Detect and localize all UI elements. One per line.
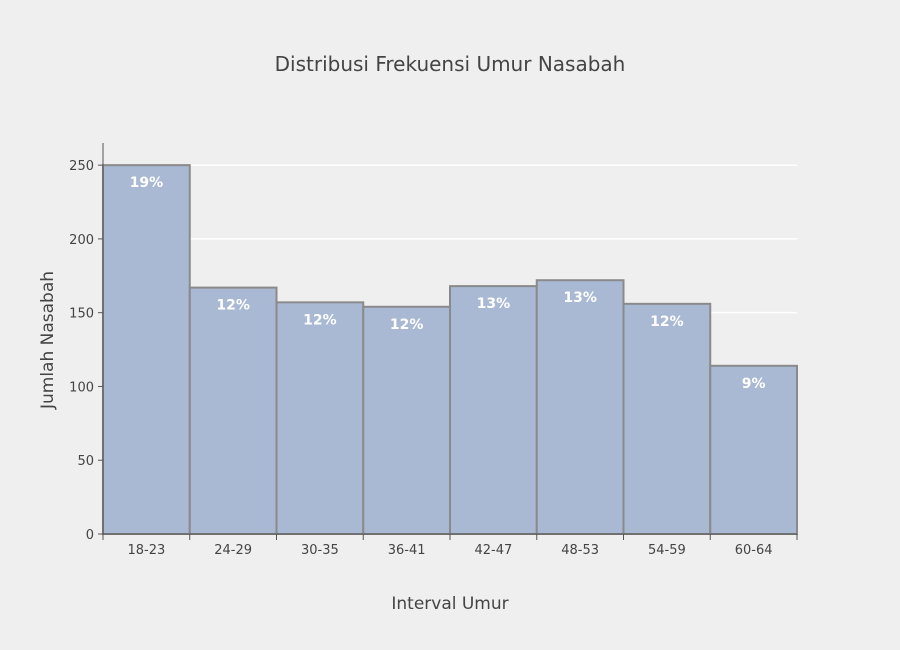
bar-data-label: 19% <box>130 175 164 191</box>
y-axis-title: Jumlah Nasabah <box>38 271 58 410</box>
y-tick-label: 50 <box>77 454 94 469</box>
bar-60-64 <box>709 364 798 536</box>
x-tick-label: 36-41 <box>388 543 426 558</box>
y-tick-label: 250 <box>69 159 94 174</box>
x-tick-label: 48-53 <box>561 543 599 558</box>
bar-data-label: 12% <box>216 298 250 314</box>
x-tick-label: 60-64 <box>735 543 773 558</box>
bar-18-23 <box>102 164 191 535</box>
bar-30-35 <box>275 301 365 536</box>
x-tick-label: 24-29 <box>214 543 252 558</box>
bar-24-29 <box>188 286 278 535</box>
y-tick-label: 100 <box>69 380 94 395</box>
bar-data-label: 9% <box>742 376 766 392</box>
chart-title: Distribusi Frekuensi Umur Nasabah <box>275 52 626 76</box>
bar-54-59 <box>622 302 712 535</box>
bar-data-label: 12% <box>650 314 684 330</box>
bars <box>102 164 798 536</box>
bar-36-41 <box>362 305 451 535</box>
bar-labels: 19% 12% 12% 12% 13% 13% 12% 9% <box>130 175 766 392</box>
bar-data-label: 13% <box>477 296 511 312</box>
x-tick-label: 30-35 <box>301 543 339 558</box>
y-tick-label: 200 <box>69 233 94 248</box>
x-axis: 18-23 24-29 30-35 36-41 42-47 48-53 54-59 60-64 <box>102 533 798 558</box>
x-axis-title: Interval Umur <box>391 594 508 614</box>
bar-data-label: 12% <box>303 312 337 328</box>
y-tick-label: 0 <box>86 528 94 543</box>
bar-data-label: 12% <box>390 317 424 333</box>
x-tick-label: 18-23 <box>127 543 165 558</box>
x-tick-label: 54-59 <box>648 543 686 558</box>
y-axis: 0 50 100 150 200 250 <box>69 143 104 543</box>
x-tick-label: 42-47 <box>474 543 512 558</box>
bar-data-label: 13% <box>563 290 597 306</box>
bar-48-53 <box>535 279 625 535</box>
bar-42-47 <box>449 285 538 535</box>
y-tick-label: 150 <box>69 307 94 322</box>
